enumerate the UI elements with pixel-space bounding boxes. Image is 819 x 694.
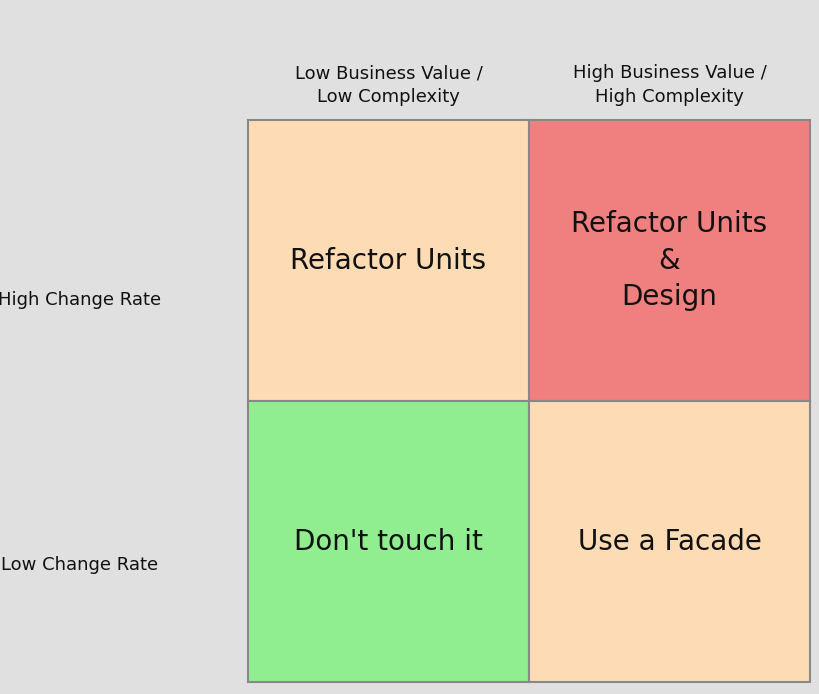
Bar xyxy=(528,120,809,401)
Bar xyxy=(528,401,809,682)
Text: Refactor Units
&
Design: Refactor Units & Design xyxy=(571,210,767,312)
Bar xyxy=(247,120,528,401)
Text: Don't touch it: Don't touch it xyxy=(294,527,482,555)
Bar xyxy=(247,401,528,682)
Text: Low Change Rate: Low Change Rate xyxy=(2,556,158,574)
Text: High Change Rate: High Change Rate xyxy=(0,291,161,309)
Text: High Business Value /
High Complexity: High Business Value / High Complexity xyxy=(572,65,766,105)
Text: Use a Facade: Use a Facade xyxy=(577,527,761,555)
Text: Low Business Value /
Low Complexity: Low Business Value / Low Complexity xyxy=(294,65,482,105)
Text: Refactor Units: Refactor Units xyxy=(290,246,486,275)
